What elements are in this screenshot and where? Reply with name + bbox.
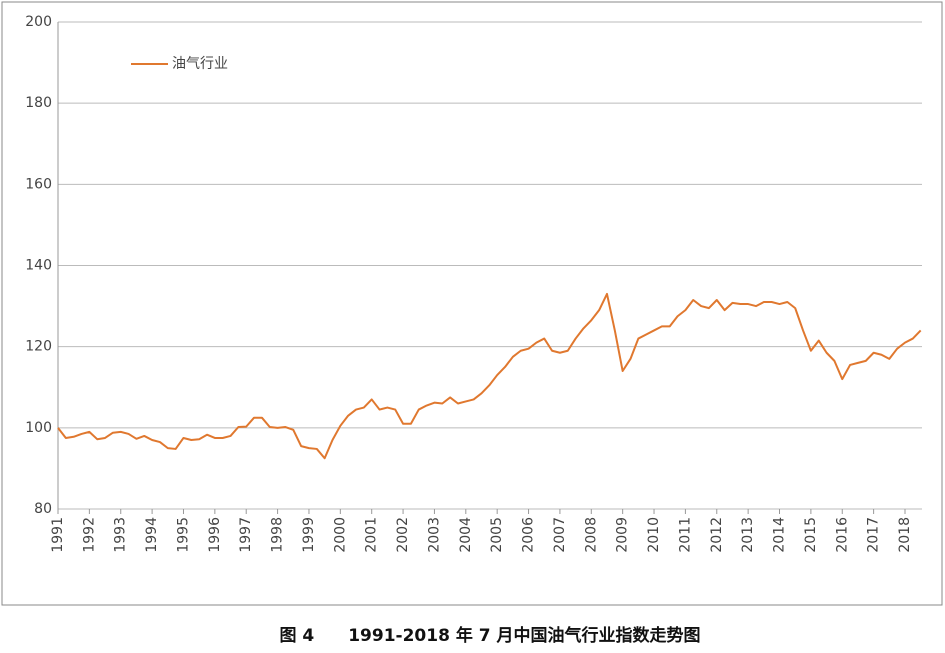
x-tick-label: 2000 bbox=[332, 517, 348, 553]
chart-frame bbox=[1, 1, 943, 606]
x-tick-label: 2017 bbox=[866, 517, 882, 553]
x-tick-label: 2010 bbox=[646, 517, 662, 553]
y-tick-label: 180 bbox=[25, 95, 52, 111]
x-tick-label: 1995 bbox=[175, 517, 191, 553]
x-tick-label: 2012 bbox=[709, 517, 725, 553]
x-tick-label: 1991 bbox=[50, 517, 66, 553]
y-tick-label: 100 bbox=[25, 420, 52, 436]
x-tick-label: 2008 bbox=[583, 517, 599, 553]
y-tick-label: 200 bbox=[25, 14, 52, 30]
y-tick-label: 140 bbox=[25, 258, 52, 274]
x-tick-label: 1998 bbox=[270, 517, 286, 553]
x-tick-label: 2009 bbox=[615, 517, 631, 553]
x-tick-label: 2013 bbox=[740, 517, 756, 553]
x-tick-label: 2005 bbox=[489, 517, 505, 553]
legend-label: 油气行业 bbox=[172, 56, 228, 72]
x-tick-label: 2018 bbox=[897, 517, 913, 553]
x-tick-label: 2004 bbox=[458, 517, 474, 553]
y-tick-label: 160 bbox=[25, 176, 52, 192]
data-line bbox=[57, 292, 922, 460]
x-tick-label: 1997 bbox=[238, 517, 254, 553]
x-tick-label: 2016 bbox=[834, 517, 850, 553]
x-tick-label: 2015 bbox=[803, 517, 819, 553]
x-tick-label: 2014 bbox=[772, 517, 788, 553]
x-tick-label: 2002 bbox=[395, 517, 411, 553]
x-tick-label: 1993 bbox=[113, 517, 129, 553]
y-tick-label: 120 bbox=[25, 339, 52, 355]
y-tick-label: 80 bbox=[34, 501, 52, 517]
x-tick-label: 1994 bbox=[144, 517, 160, 553]
x-tick-label: 2001 bbox=[364, 517, 380, 553]
x-tick-label: 2003 bbox=[426, 517, 442, 553]
x-tick-label: 1992 bbox=[81, 517, 97, 553]
x-tick-label: 1996 bbox=[207, 517, 223, 553]
x-tick-label: 1999 bbox=[301, 517, 317, 553]
x-tick-label: 2011 bbox=[677, 517, 693, 553]
x-tick-label: 2007 bbox=[552, 517, 568, 553]
x-tick-label: 2006 bbox=[521, 517, 537, 553]
caption: 图 4 1991-2018 年 7 月中国油气行业指数走势图 bbox=[279, 625, 700, 646]
